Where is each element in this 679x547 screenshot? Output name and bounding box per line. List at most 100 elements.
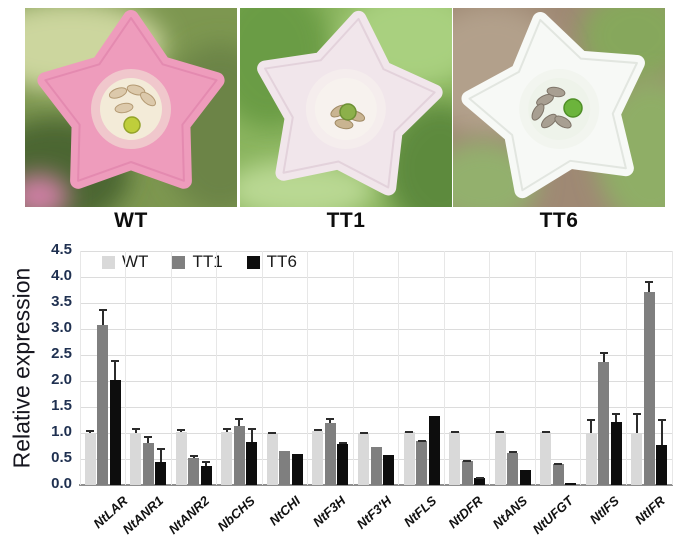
bar-TT1-NbCHS <box>233 426 245 485</box>
x-category-label: NbCHS <box>214 493 258 535</box>
gridline-v <box>352 251 354 485</box>
bar-TT1-NtLAR <box>97 324 109 485</box>
errorbar-cap <box>645 280 654 283</box>
bar-WT-NtLAR <box>84 433 96 485</box>
y-tick-label: 4.0 <box>51 267 72 284</box>
bar-WT-NtF3H <box>312 431 324 485</box>
gridline-v <box>307 251 309 485</box>
bar-TT6-NtFLS <box>428 415 440 485</box>
y-tick-label: 0.0 <box>51 475 72 492</box>
bar-WT-NtANR1 <box>130 433 142 485</box>
bar-TT6-NtANR2 <box>200 465 212 485</box>
gridline-v <box>534 251 536 485</box>
errorbar-TT6-NtIFS <box>615 413 618 422</box>
errorbar-WT-NtIFS <box>590 418 593 433</box>
bar-WT-NtANS <box>494 432 506 485</box>
errorbar-cap <box>657 419 666 422</box>
y-tick-label: 3.5 <box>51 293 72 310</box>
pistil <box>563 98 583 118</box>
pistil <box>123 116 141 134</box>
chart-legend: WT TT1 TT6 <box>102 252 297 272</box>
legend-item-WT: WT <box>102 252 148 272</box>
bar-TT1-NtUFGT <box>552 464 564 485</box>
y-tick-label: 4.5 <box>51 241 72 258</box>
tt1-flower-photo <box>240 8 452 207</box>
stamen <box>108 87 128 99</box>
errorbar-cap <box>177 429 186 432</box>
gridline-v <box>489 251 491 485</box>
bar-TT6-NtANR1 <box>155 461 167 485</box>
gridline-h <box>80 407 672 408</box>
gridline-h <box>80 329 672 330</box>
errorbar-TT6-NtLAR <box>114 360 117 380</box>
legend-item-TT1: TT1 <box>172 252 223 272</box>
x-axis-line <box>79 484 673 486</box>
flower-corolla <box>461 11 645 199</box>
bar-WT-NtIFS <box>585 433 597 485</box>
stamen <box>546 86 566 98</box>
y-tick-label: 0.5 <box>51 449 72 466</box>
errorbar-cap <box>496 431 505 434</box>
bar-TT1-NtIFR <box>643 291 655 485</box>
bar-TT1-NtANR1 <box>142 443 154 485</box>
flower-photo-svg <box>240 8 452 207</box>
gridline-v <box>216 251 218 485</box>
errorbar-TT1-NtIFS <box>602 352 605 363</box>
errorbar-cap <box>541 431 550 434</box>
bar-TT6-NtLAR <box>109 379 121 485</box>
y-tick-label: 3.0 <box>51 319 72 336</box>
x-category-label: NtUFGT <box>529 493 577 538</box>
stamen <box>531 103 545 121</box>
errorbar-cap <box>189 454 198 457</box>
x-category-label: NtIFS <box>586 493 622 527</box>
errorbar-cap <box>450 430 459 433</box>
errorbar-cap <box>98 309 107 312</box>
gridline-v <box>261 251 263 485</box>
x-category-label: NtF3H <box>310 493 349 530</box>
x-category-label: NtCHI <box>266 493 303 529</box>
errorbar-TT1-NtF3H <box>329 418 332 424</box>
bar-WT-NtFLS <box>403 432 415 485</box>
errorbar-TT1-NtANR1 <box>147 435 150 444</box>
gridline-v <box>671 251 673 485</box>
errorbar-WT-NtANR1 <box>134 428 137 433</box>
errorbar-cap <box>463 459 472 462</box>
gridline-h <box>80 303 672 304</box>
y-tick-label: 2.5 <box>51 345 72 362</box>
errorbar-cap <box>405 430 414 433</box>
bar-TT6-NtCHI <box>291 453 303 485</box>
bar-TT1-NtDFR <box>461 461 473 485</box>
errorbar-cap <box>313 429 322 432</box>
chart-plot-area: NtLAR NtANR1 NtANR2 NbCHS NtCHI NtF3H NtF3'H Nt… <box>79 251 673 537</box>
legend-label: WT <box>122 252 149 271</box>
bar-TT1-NtF3H <box>324 423 336 485</box>
y-tick-label: 2.0 <box>51 371 72 388</box>
legend-swatch <box>102 255 115 269</box>
gridline-v <box>170 251 172 485</box>
errorbar-cap <box>156 447 165 450</box>
gridline-v <box>625 251 627 485</box>
bar-TT6-NtF3H <box>337 443 349 485</box>
errorbar-cap <box>508 451 517 454</box>
errorbar-cap <box>131 428 140 431</box>
gridline-h <box>80 277 672 278</box>
errorbar-TT1-NbCHS <box>238 418 241 427</box>
errorbar-TT6-NtANR1 <box>159 447 162 462</box>
errorbar-TT6-NtANR2 <box>205 461 208 466</box>
bar-TT1-NtCHI <box>279 450 291 485</box>
flower-photo-svg <box>25 8 237 207</box>
errorbar-cap <box>554 463 563 466</box>
bar-TT6-NtANS <box>519 469 531 485</box>
gridline-v <box>79 251 81 485</box>
bar-WT-NtIFR <box>631 433 643 485</box>
bar-WT-NtF3'H <box>358 433 369 485</box>
bar-TT1-NtANS <box>507 452 519 485</box>
gridline-v <box>580 251 582 485</box>
gridline-h <box>80 381 672 382</box>
errorbar-cap <box>144 435 153 438</box>
bar-TT6-NbCHS <box>246 442 258 485</box>
x-category-label: NtF3'H <box>353 493 395 532</box>
errorbar-cap <box>247 427 256 430</box>
errorbar-cap <box>599 352 608 355</box>
